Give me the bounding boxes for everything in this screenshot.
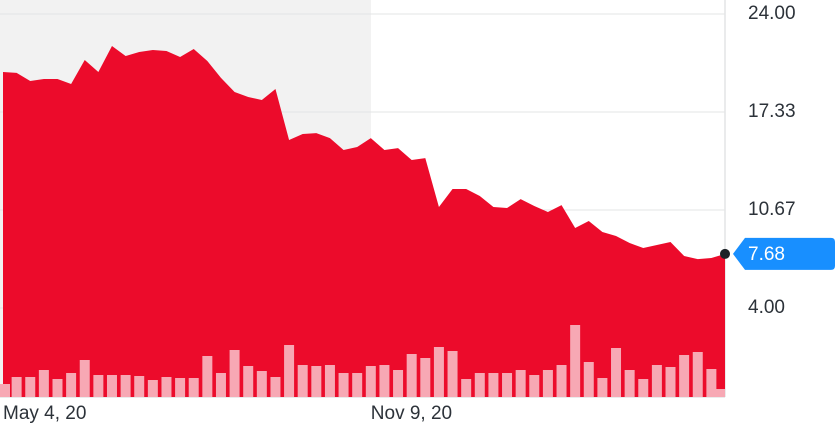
last-price-label: 7.68: [748, 244, 785, 265]
volume-bar: [93, 375, 104, 397]
volume-bar: [624, 370, 635, 397]
volume-bar: [679, 355, 690, 397]
volume-bar: [284, 345, 295, 397]
volume-bar: [324, 365, 335, 397]
volume-bar: [175, 378, 186, 397]
volume-bar: [243, 366, 254, 397]
volume-bar: [311, 366, 322, 397]
y-tick-label: 17.33: [748, 101, 796, 122]
volume-bar: [202, 356, 213, 397]
y-tick-label: 24.00: [748, 3, 796, 24]
volume-bar: [38, 370, 49, 397]
volume-bar: [542, 370, 553, 397]
volume-bar: [447, 351, 458, 397]
price-area: [3, 46, 725, 398]
volume-bar: [474, 373, 485, 397]
volume-bar: [134, 376, 145, 397]
volume-bar: [120, 375, 131, 397]
volume-bar: [406, 354, 417, 397]
volume-bar: [665, 367, 676, 397]
volume-bar: [270, 377, 281, 397]
volume-bar: [379, 365, 390, 397]
volume-bar: [597, 378, 608, 397]
volume-bar: [515, 370, 526, 397]
volume-bar: [0, 384, 10, 397]
volume-bar: [715, 389, 725, 397]
volume-bar: [215, 373, 226, 397]
volume-bar: [706, 369, 717, 397]
volume-bar: [352, 373, 363, 397]
volume-bar: [338, 373, 349, 397]
volume-bar: [25, 377, 36, 397]
volume-bar: [365, 366, 376, 397]
volume-bar: [556, 365, 567, 397]
volume-bar: [106, 375, 117, 397]
volume-bar: [502, 373, 513, 397]
volume-bar: [488, 373, 499, 397]
volume-bar: [161, 377, 172, 397]
last-price-dot: [720, 248, 730, 259]
volume-bar: [570, 325, 581, 397]
volume-bar: [256, 371, 267, 397]
volume-bar: [229, 350, 240, 397]
volume-bar: [638, 379, 649, 397]
volume-bar: [79, 360, 90, 397]
x-tick-label: Nov 9, 20: [371, 403, 452, 424]
volume-bar: [420, 358, 431, 397]
volume-bar: [433, 347, 444, 397]
volume-bar: [461, 379, 472, 397]
last-price-tag: [733, 237, 835, 270]
volume-bar: [297, 365, 308, 397]
volume-bar: [692, 352, 703, 397]
volume-bar: [66, 373, 77, 397]
y-tick-label: 4.00: [748, 297, 785, 318]
volume-bar: [11, 377, 22, 397]
volume-bar: [188, 378, 199, 397]
volume-bar: [611, 348, 622, 397]
volume-bar: [147, 380, 158, 397]
volume-bar: [52, 379, 63, 397]
volume-bar: [529, 375, 540, 397]
x-tick-label: May 4, 20: [3, 403, 86, 424]
volume-bar: [651, 365, 662, 397]
volume-bar: [393, 370, 404, 397]
volume-bar: [583, 362, 594, 397]
y-tick-label: 10.67: [748, 199, 796, 220]
